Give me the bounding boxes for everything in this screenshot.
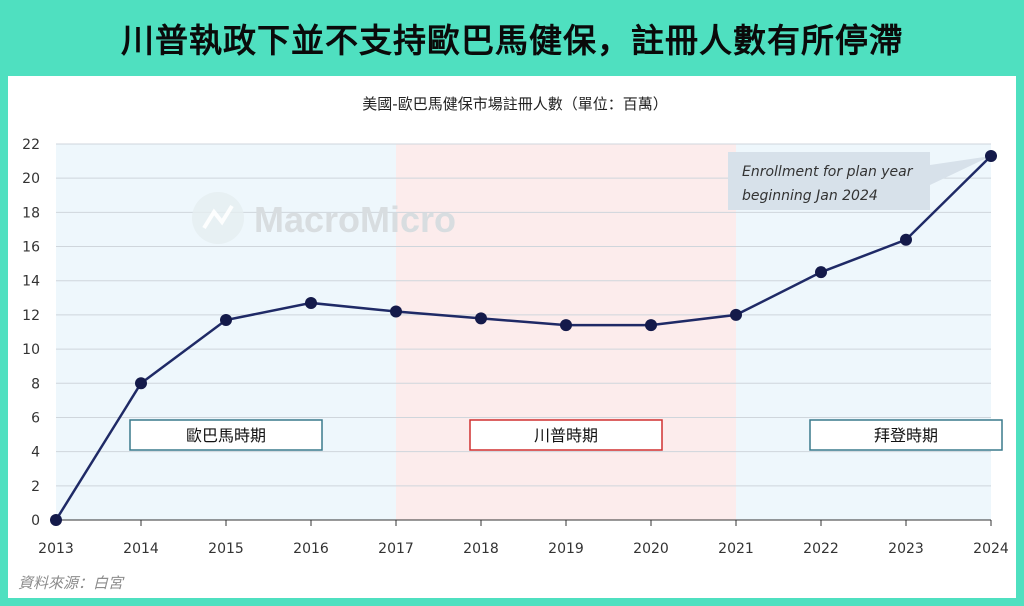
period-label: 川普時期: [534, 426, 598, 445]
x-axis-ticks: 2013 2014 2015 2016 2017 2018 2019 2020 2021 2022…: [38, 520, 1009, 557]
period-label: 歐巴馬時期: [186, 426, 266, 445]
source-note: 資料來源：白宮: [18, 574, 124, 592]
x-tick-label: 2021: [718, 541, 754, 557]
series-line: [54, 155, 992, 521]
x-tick-label: 2015: [208, 541, 244, 557]
y-tick-label: 12: [22, 308, 40, 324]
x-tick-label: 2017: [378, 541, 414, 557]
period-label-box: [469, 419, 663, 451]
x-tick-label: 2016: [293, 541, 329, 557]
chart-title: 美國-歐巴馬健保市場註冊人數（單位：百萬）: [362, 95, 667, 113]
data-point: [560, 319, 572, 332]
period-label-box: [809, 419, 1003, 451]
x-tick-label: 2014: [123, 541, 159, 557]
y-tick-label: 22: [22, 137, 40, 153]
data-point: [390, 305, 402, 318]
period-label-box: [129, 419, 323, 451]
y-tick-label: 10: [22, 342, 40, 358]
annotation-pointer: [930, 155, 991, 185]
data-point: [475, 312, 487, 325]
data-point: [730, 308, 742, 321]
period-band: [396, 144, 736, 520]
data-point: [900, 233, 912, 246]
y-tick-label: 20: [22, 171, 40, 187]
data-point: [985, 149, 997, 162]
annotation-text: Enrollment for plan year: [742, 164, 914, 180]
period-label: 拜登時期: [874, 426, 938, 445]
x-tick-label: 2022: [803, 541, 839, 557]
series-points: [50, 149, 997, 526]
y-tick-label: 16: [22, 240, 40, 256]
x-tick-label: 2020: [633, 541, 669, 557]
x-tick-label: 2013: [38, 541, 74, 557]
y-tick-label: 0: [31, 513, 40, 529]
series-line-path: [54, 155, 992, 521]
watermark-group: MacroMicro: [192, 192, 456, 244]
data-point: [135, 377, 147, 390]
y-tick-label: 2: [31, 479, 40, 495]
data-point: [305, 296, 317, 309]
data-point: [220, 314, 232, 327]
watermark-logo-mark: [202, 204, 234, 230]
y-tick-label: 8: [31, 376, 40, 392]
annotation-box: [728, 152, 930, 210]
y-tick-label: 14: [22, 274, 40, 290]
y-tick-label: 4: [31, 445, 40, 461]
watermark-text: MacroMicro: [254, 199, 456, 240]
y-axis-ticks: 0 2 4 6 8 10 12 14 16 18 20 22: [22, 137, 40, 529]
headline: 川普執政下並不支持歐巴馬健保，註冊人數有所停滯: [121, 21, 903, 60]
data-point: [815, 266, 827, 279]
data-point: [645, 319, 657, 332]
y-tick-label: 6: [31, 410, 40, 426]
x-tick-label: 2019: [548, 541, 584, 557]
data-point: [50, 514, 62, 526]
annotation-text: beginning Jan 2024: [742, 188, 878, 204]
y-tick-label: 18: [22, 205, 40, 221]
x-tick-label: 2023: [888, 541, 924, 557]
x-tick-label: 2018: [463, 541, 499, 557]
x-tick-label: 2024: [973, 541, 1009, 557]
period-label-boxes: 歐巴馬時期 川普時期 拜登時期: [129, 419, 1003, 451]
annotation: Enrollment for plan year beginning Jan 20…: [728, 152, 991, 210]
